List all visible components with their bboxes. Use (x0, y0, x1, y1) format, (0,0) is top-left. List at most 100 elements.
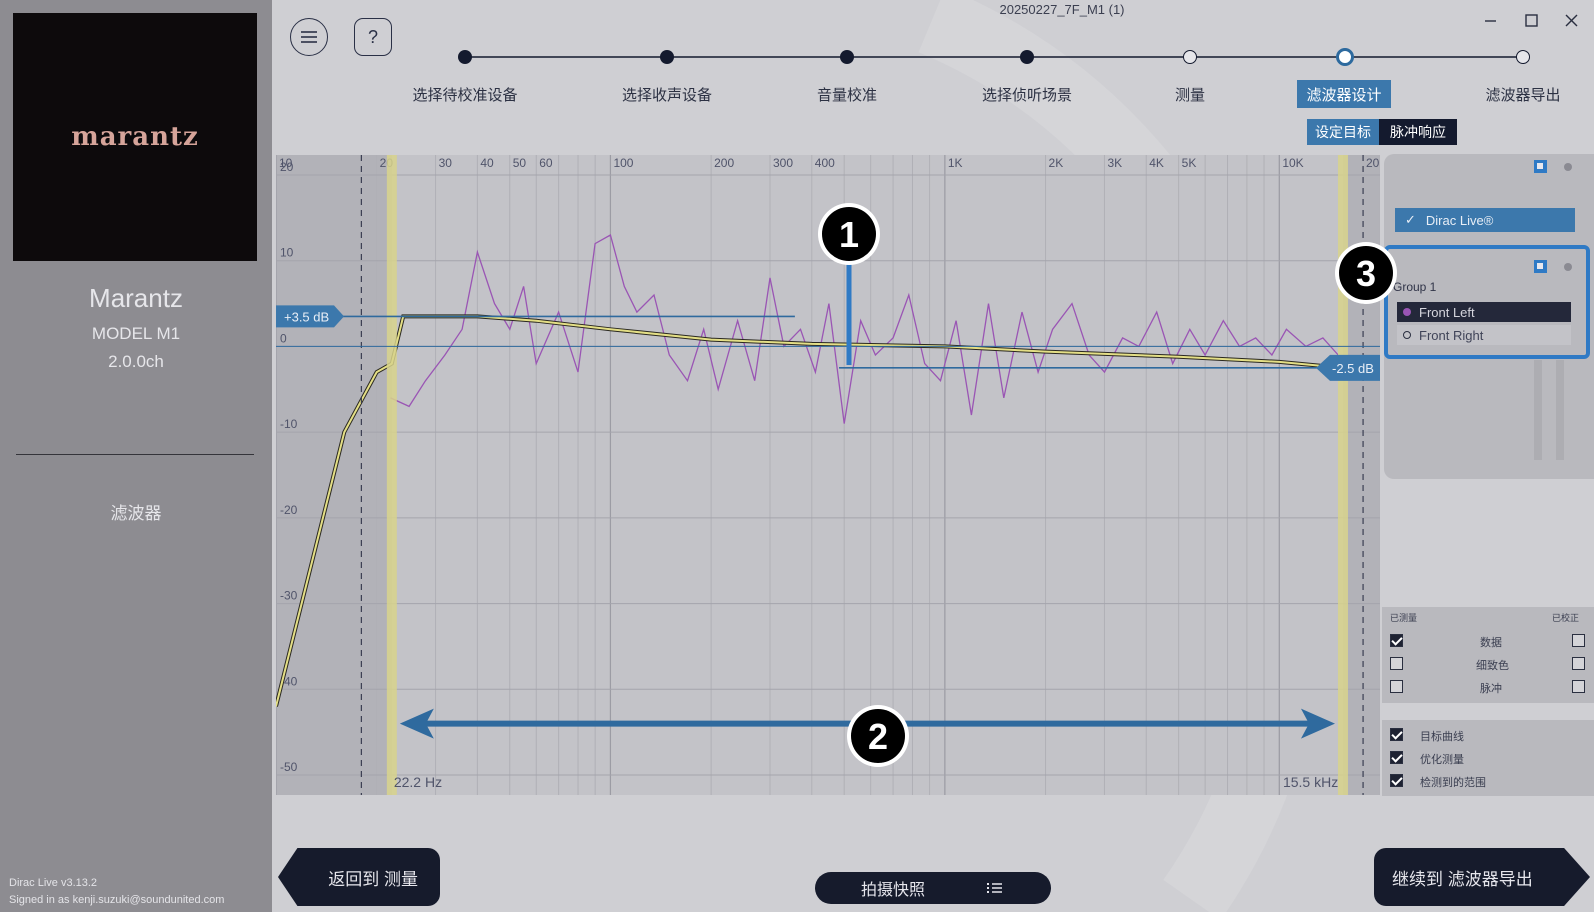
device-logo: marantz (13, 13, 257, 261)
measured-response-line (390, 234, 1339, 424)
dirac-live-label: Dirac Live® (1425, 212, 1494, 228)
row-detail-label: 细致色 (1476, 660, 1509, 672)
front-left-dot-icon (1403, 308, 1411, 316)
menu-button[interactable] (290, 18, 328, 56)
version-text: Dirac Live v3.13.2 (9, 877, 98, 889)
optimized-measure-checkbox[interactable] (1390, 751, 1403, 764)
step-filter-export[interactable]: 滤波器导出 (1485, 87, 1561, 104)
help-button[interactable]: ? (354, 18, 392, 56)
close-icon[interactable] (1565, 14, 1578, 27)
chart-overlays: +3.5 dB -2.5 dB 22.2 Hz 15.5 kHz (276, 155, 1380, 795)
x-tick-label: 60 (539, 156, 553, 170)
front-left-label: Front Left (1419, 304, 1475, 320)
step-select-device[interactable]: 选择待校准设备 (412, 87, 518, 104)
measured-detail-checkbox[interactable] (1390, 657, 1403, 670)
x-tick-label: 40 (480, 156, 494, 170)
curve-toggles-panel: 目标曲线 优化测量 检测到的范围 (1382, 720, 1594, 796)
right-gain-label: -2.5 dB (1332, 361, 1374, 376)
row-data-label: 数据 (1480, 637, 1502, 649)
y-tick-label: 20 (280, 160, 294, 174)
col-corrected-label: 已校正 (1552, 613, 1580, 623)
window-controls (1485, 14, 1578, 27)
right-gain-handle (1316, 354, 1380, 381)
group-label: Group 1 (1393, 280, 1437, 294)
y-tick-label: 10 (280, 246, 294, 260)
take-snapshot-button[interactable]: 拍摄快照 (815, 872, 1051, 904)
corrected-data-checkbox[interactable] (1572, 634, 1585, 647)
high-cutoff-label: 15.5 kHz (1283, 774, 1338, 790)
detected-range-checkbox[interactable] (1390, 774, 1403, 787)
back-to-measure-button[interactable]: 返回到 测量 (278, 848, 440, 906)
step-dot-2[interactable] (660, 50, 674, 64)
step-dot-1[interactable] (458, 50, 472, 64)
step-dot-3[interactable] (840, 50, 854, 64)
front-right-label: Front Right (1419, 327, 1484, 343)
corrected-detail-checkbox[interactable] (1572, 657, 1585, 670)
high-excluded-region (1342, 155, 1380, 795)
detected-range-label: 检测到的范围 (1420, 777, 1486, 789)
low-cutoff-label: 22.2 Hz (394, 774, 442, 790)
front-right-dot-icon (1403, 331, 1411, 339)
row-impulse-label: 脉冲 (1480, 683, 1502, 695)
x-tick-label: 200 (714, 156, 734, 170)
channel-config: 2.0.0ch (108, 352, 164, 371)
left-gain-handle (276, 305, 344, 328)
sidebar: marantz Marantz MODEL M1 2.0.0ch 滤波器 Dir… (0, 0, 272, 912)
tab-impulse-response[interactable]: 脉冲响应 (1379, 119, 1457, 145)
x-tick-label: 50 (513, 156, 527, 170)
x-tick-label: 30 (439, 156, 453, 170)
maximize-icon[interactable] (1525, 14, 1538, 27)
x-tick-label: 400 (815, 156, 835, 170)
dirac-live-item[interactable]: ✓ Dirac Live® (1395, 208, 1575, 232)
measured-impulse-checkbox[interactable] (1390, 680, 1403, 693)
chart-grid (276, 155, 1380, 795)
step-dot-5[interactable] (1183, 50, 1197, 64)
measured-data-checkbox[interactable] (1390, 634, 1403, 647)
step-measure[interactable]: 测量 (1174, 87, 1206, 104)
tab-set-target[interactable]: 设定目标 (1307, 119, 1379, 145)
group-settings-icon[interactable] (1564, 263, 1572, 271)
list-icon (987, 883, 1002, 893)
step-dot-7[interactable] (1516, 50, 1530, 64)
x-tick-label: 10K (1282, 156, 1303, 170)
chart-background (276, 155, 1380, 795)
panel-scrollbar-1[interactable] (1534, 360, 1542, 460)
settings-dot-icon[interactable] (1564, 163, 1572, 171)
range-arrow-left-head (399, 708, 434, 739)
y-tick-label: -10 (280, 417, 298, 431)
step-filter-design[interactable]: 滤波器设计 (1297, 80, 1391, 108)
chart-series (276, 234, 1344, 707)
corrected-impulse-checkbox[interactable] (1572, 680, 1585, 693)
step-select-mic[interactable]: 选择收声设备 (621, 87, 713, 104)
x-tick-label: 100 (613, 156, 633, 170)
x-tick-label: 3K (1107, 156, 1122, 170)
target-curve-label: 目标曲线 (1420, 731, 1464, 743)
x-tick-label: 300 (773, 156, 793, 170)
display-options-panel: 已测量 已校正 数据 细致色 脉冲 (1382, 607, 1594, 703)
y-tick-label: -50 (280, 760, 298, 774)
step-volume-calibration[interactable]: 音量校准 (816, 87, 878, 104)
x-tick-label: 2K (1049, 156, 1064, 170)
step-dot-6[interactable] (1336, 48, 1354, 66)
high-cutoff-handle (1337, 155, 1348, 795)
channel-front-right[interactable]: Front Right (1397, 325, 1571, 345)
x-tick-label: 20 (1366, 156, 1380, 170)
range-arrow-right-head (1300, 708, 1335, 739)
left-gain-label: +3.5 dB (284, 309, 329, 324)
x-tick-label: 1K (948, 156, 963, 170)
panel-scrollbar-2[interactable] (1556, 360, 1564, 460)
target-curve-checkbox[interactable] (1390, 728, 1403, 741)
channel-front-left[interactable]: Front Left (1397, 302, 1571, 322)
check-icon: ✓ (1405, 212, 1416, 227)
step-dot-4[interactable] (1020, 50, 1034, 64)
low-cutoff-handle (386, 155, 397, 795)
continue-to-export-button[interactable]: 继续到 滤波器导出 (1374, 848, 1590, 906)
panel-icons-top (1534, 160, 1572, 173)
menu-icon (301, 31, 317, 43)
step-listening-scene[interactable]: 选择侦听场景 (981, 87, 1073, 104)
y-tick-label: -30 (280, 589, 298, 603)
sidebar-item-filter[interactable]: 滤波器 (110, 504, 162, 523)
sidebar-divider (16, 454, 254, 455)
